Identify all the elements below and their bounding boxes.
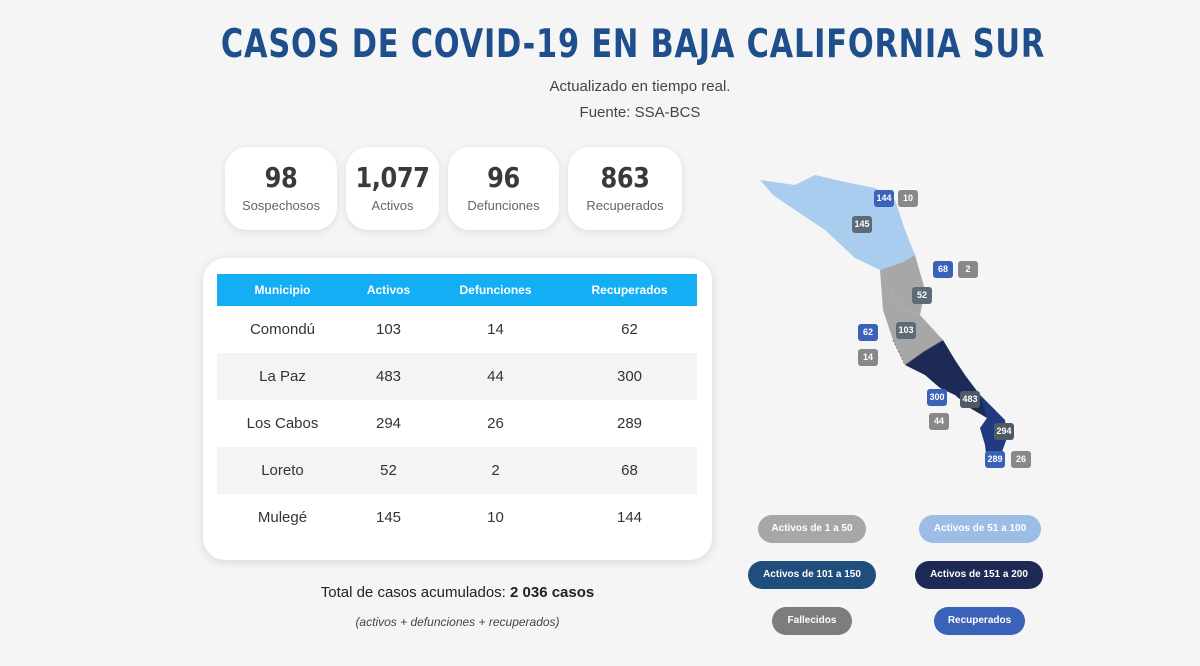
column-header-recuperados: Recuperados bbox=[591, 283, 668, 297]
cell-activos: 103 bbox=[375, 321, 402, 338]
map-badge-loreto-defunciones: 2 bbox=[958, 261, 978, 278]
region-comondu bbox=[880, 270, 943, 365]
column-header-activos: Activos bbox=[366, 283, 411, 297]
table-row: Comondú 103 14 62 bbox=[217, 306, 697, 353]
cell-defunciones: 14 bbox=[487, 321, 504, 338]
legend-activos-1-50: Activos de 1 a 50 bbox=[758, 515, 866, 543]
total-label: Total de casos acumulados: bbox=[320, 584, 511, 601]
cell-defunciones: 2 bbox=[491, 462, 500, 479]
region-loscabos bbox=[980, 395, 1007, 462]
stat-card-activos: 1,077 Activos bbox=[346, 147, 439, 230]
data-source: Fuente: SSA-BCS bbox=[579, 104, 701, 121]
map-badge-loscabos-activos: 294 bbox=[994, 423, 1014, 440]
table-row: Mulegé 145 10 144 bbox=[217, 494, 697, 541]
map-badge-loreto-recuperados: 68 bbox=[933, 261, 953, 278]
cell-municipio: Comondú bbox=[249, 321, 316, 338]
cell-activos: 145 bbox=[375, 509, 402, 526]
map-badge-lapaz-activos: 483 bbox=[960, 391, 980, 408]
cell-recuperados: 62 bbox=[621, 321, 638, 338]
cell-activos: 294 bbox=[375, 415, 402, 432]
map-badge-loscabos-recuperados: 289 bbox=[985, 451, 1005, 468]
stat-value: 98 bbox=[264, 161, 298, 194]
cell-municipio: Mulegé bbox=[257, 509, 308, 526]
cell-recuperados: 300 bbox=[616, 368, 643, 385]
table-row: Los Cabos 294 26 289 bbox=[217, 400, 697, 447]
stat-card-recuperados: 863 Recuperados bbox=[568, 147, 682, 230]
map-badge-comondu-defunciones: 14 bbox=[858, 349, 878, 366]
map-badge-mulege-defunciones: 10 bbox=[898, 190, 918, 207]
legend-activos-101-150: Activos de 101 a 150 bbox=[748, 561, 876, 589]
table-header: Municipio Activos Defunciones Recuperado… bbox=[217, 274, 697, 306]
municipios-table: Municipio Activos Defunciones Recuperado… bbox=[217, 274, 697, 541]
cell-recuperados: 144 bbox=[616, 509, 643, 526]
cell-municipio: Loreto bbox=[261, 462, 304, 479]
map-badge-loscabos-defunciones: 26 bbox=[1011, 451, 1031, 468]
total-value: 2 036 casos bbox=[510, 584, 595, 601]
map-badge-lapaz-recuperados: 300 bbox=[927, 389, 947, 406]
stat-value: 1,077 bbox=[355, 161, 430, 194]
cell-defunciones: 26 bbox=[487, 415, 504, 432]
cell-activos: 483 bbox=[375, 368, 402, 385]
map-badge-mulege-recuperados: 144 bbox=[874, 190, 894, 207]
stat-value: 96 bbox=[487, 161, 520, 194]
legend-activos-51-100: Activos de 51 a 100 bbox=[919, 515, 1041, 543]
cell-activos: 52 bbox=[380, 462, 397, 479]
cell-municipio: Los Cabos bbox=[246, 415, 319, 432]
table-row: Loreto 52 2 68 bbox=[217, 447, 697, 494]
map-badge-lapaz-defunciones: 44 bbox=[929, 413, 949, 430]
legend-fallecidos: Fallecidos bbox=[772, 607, 852, 635]
stat-card-sospechosos: 98 Sospechosos bbox=[225, 147, 337, 230]
page-title: CASOS DE COVID-19 EN BAJA CALIFORNIA SUR bbox=[220, 22, 1046, 67]
stat-card-defunciones: 96 Defunciones bbox=[448, 147, 559, 230]
map-badge-loreto-activos: 52 bbox=[912, 287, 932, 304]
stat-label: Sospechosos bbox=[241, 198, 321, 213]
legend-activos-151-200: Activos de 151 a 200 bbox=[915, 561, 1043, 589]
total-cases: Total de casos acumulados: 2 036 casos bbox=[0, 584, 915, 601]
stat-label: Recuperados bbox=[586, 198, 664, 213]
municipios-table-card: Municipio Activos Defunciones Recuperado… bbox=[203, 258, 712, 560]
map-badge-comondu-activos: 103 bbox=[896, 322, 916, 339]
cell-municipio: La Paz bbox=[259, 368, 306, 385]
column-header-municipio: Municipio bbox=[254, 283, 311, 297]
stat-value: 863 bbox=[600, 161, 650, 194]
page-subtitle: Actualizado en tiempo real. bbox=[549, 78, 731, 95]
legend-recuperados: Recuperados bbox=[934, 607, 1025, 635]
stat-label: Defunciones bbox=[467, 198, 540, 213]
total-note: (activos + defunciones + recuperados) bbox=[355, 615, 560, 629]
cell-defunciones: 10 bbox=[487, 509, 504, 526]
table-row: La Paz 483 44 300 bbox=[217, 353, 697, 400]
map-badge-mulege-activos: 145 bbox=[852, 216, 872, 233]
stat-label: Activos bbox=[371, 198, 414, 213]
cell-recuperados: 289 bbox=[616, 415, 643, 432]
cell-recuperados: 68 bbox=[621, 462, 638, 479]
region-comondu-stroke bbox=[892, 339, 944, 366]
column-header-defunciones: Defunciones bbox=[459, 283, 532, 297]
bcs-municipios-map: 144 10 145 68 2 52 62 103 14 300 483 44 … bbox=[755, 170, 1045, 480]
map-badge-comondu-recuperados: 62 bbox=[858, 324, 878, 341]
cell-defunciones: 44 bbox=[487, 368, 504, 385]
